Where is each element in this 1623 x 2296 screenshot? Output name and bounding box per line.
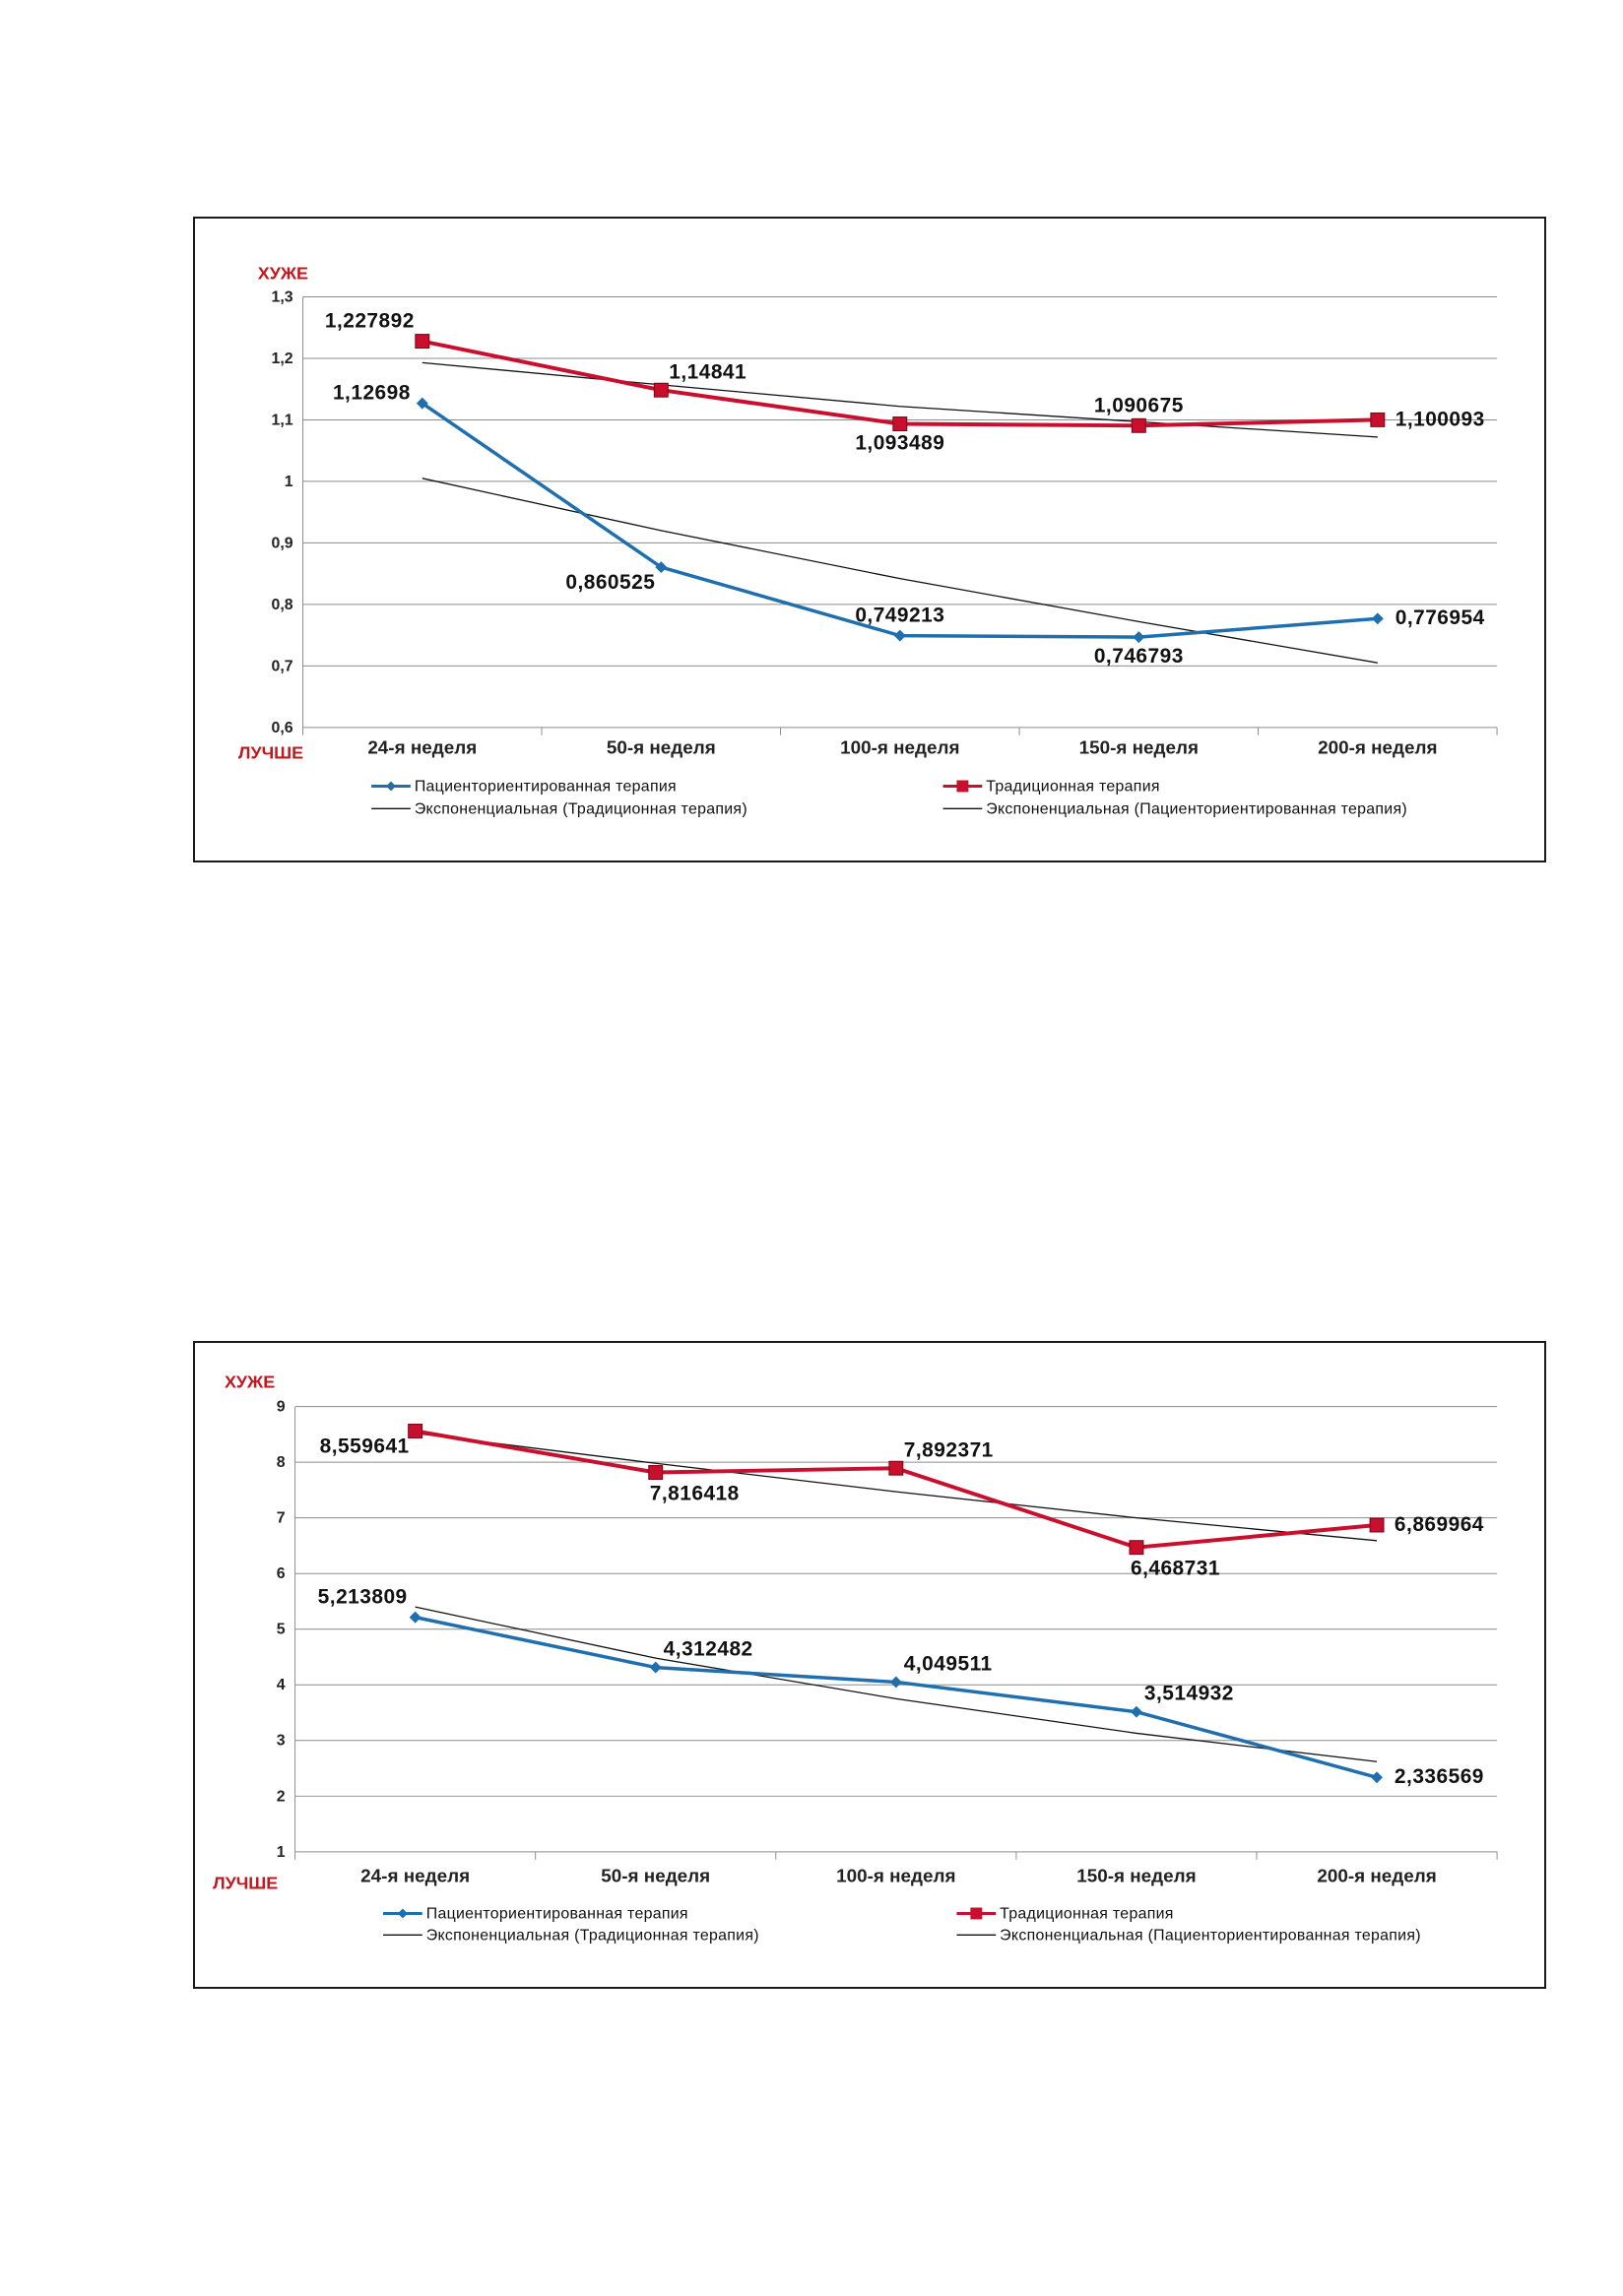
data-point-patient bbox=[1133, 631, 1144, 643]
data-label-patient: 5,213809 bbox=[318, 1586, 408, 1609]
data-point-patient bbox=[1372, 612, 1384, 624]
legend-entry: Пациенториентированная терапия bbox=[415, 778, 677, 795]
chart-1-plot: 0,6 0,7 0,8 0,9 1 1,1 1,2 1,3 24-я неделя 50-я не… bbox=[195, 219, 1544, 861]
data-point-patient bbox=[1131, 1706, 1142, 1718]
y-tick-label: 0,6 bbox=[271, 720, 292, 736]
legend-entry: Экспоненциальная (Пациенториентированная… bbox=[1000, 1927, 1421, 1944]
y-tick-label: 0,7 bbox=[271, 658, 292, 674]
data-label-patient: 4,312482 bbox=[664, 1638, 753, 1661]
data-label-traditional: 7,816418 bbox=[650, 1482, 740, 1504]
better-label: ЛУЧШЕ bbox=[213, 1874, 278, 1893]
y-tick-label: 7 bbox=[277, 1510, 286, 1527]
data-label-patient: 0,749213 bbox=[855, 605, 944, 627]
data-label-traditional: 6,468731 bbox=[1131, 1558, 1220, 1580]
y-tick-label: 2 bbox=[277, 1788, 286, 1805]
data-point-traditional bbox=[889, 1461, 903, 1475]
legend-entry: Экспоненциальная (Традиционная терапия) bbox=[415, 800, 747, 817]
data-label-traditional: 1,227892 bbox=[325, 310, 415, 333]
legend-entry: Экспоненциальная (Традиционная терапия) bbox=[426, 1927, 759, 1944]
y-tick-label: 1 bbox=[277, 1844, 286, 1861]
legend-marker-patient bbox=[386, 781, 396, 791]
data-point-traditional bbox=[649, 1466, 663, 1480]
data-label-patient: 1,12698 bbox=[333, 382, 411, 405]
legend-entry: Традиционная терапия bbox=[1000, 1905, 1174, 1922]
data-label-traditional: 1,100093 bbox=[1396, 408, 1485, 430]
y-tick-label: 6 bbox=[277, 1565, 286, 1582]
legend-entry: Пациенториентированная терапия bbox=[426, 1905, 688, 1922]
data-label-traditional: 6,869964 bbox=[1395, 1513, 1484, 1536]
x-tick-label: 150-я неделя bbox=[1079, 738, 1199, 759]
legend-marker-traditional bbox=[956, 781, 968, 793]
worse-label: ХУЖЕ bbox=[225, 1372, 275, 1392]
data-point-patient bbox=[890, 1676, 902, 1688]
data-label-traditional: 8,559641 bbox=[320, 1435, 410, 1457]
y-tick-label: 0,8 bbox=[271, 597, 292, 613]
data-point-patient bbox=[410, 1612, 422, 1624]
y-tick-label: 4 bbox=[277, 1677, 286, 1693]
y-tick-label: 0,9 bbox=[271, 535, 292, 551]
y-tick-label: 9 bbox=[277, 1399, 286, 1416]
data-point-traditional bbox=[654, 383, 668, 397]
x-tick-label: 50-я неделя bbox=[607, 738, 716, 759]
y-tick-label: 1,1 bbox=[271, 412, 292, 428]
trendline-traditional bbox=[416, 1434, 1377, 1541]
y-tick-label: 3 bbox=[277, 1733, 286, 1750]
data-point-patient bbox=[1371, 1771, 1383, 1783]
legend-entry: Традиционная терапия bbox=[986, 778, 1160, 795]
x-tick-label: 200-я неделя bbox=[1317, 1867, 1436, 1887]
y-tick-label: 1,2 bbox=[271, 351, 292, 367]
x-tick-label: 100-я неделя bbox=[836, 1867, 955, 1887]
x-tick-label: 200-я неделя bbox=[1318, 738, 1437, 759]
chart-2-plot: 1 2 3 4 5 6 7 8 9 24-я неделя 50-я неделя 100-я нед… bbox=[195, 1343, 1544, 1987]
legend-marker-patient bbox=[398, 1908, 408, 1918]
data-point-traditional bbox=[1132, 418, 1145, 432]
y-tick-label: 1 bbox=[285, 474, 293, 490]
y-tick-label: 8 bbox=[277, 1454, 286, 1471]
data-point-traditional bbox=[1130, 1541, 1143, 1555]
data-point-traditional bbox=[893, 417, 907, 431]
x-tick-label: 24-я неделя bbox=[367, 738, 477, 759]
data-label-traditional: 7,892371 bbox=[904, 1438, 994, 1461]
y-tick-label: 5 bbox=[277, 1622, 286, 1638]
data-point-patient bbox=[894, 630, 906, 642]
x-tick-label: 50-я неделя bbox=[601, 1867, 710, 1887]
data-label-patient: 0,746793 bbox=[1094, 645, 1184, 668]
x-tick-label: 100-я неделя bbox=[840, 738, 959, 759]
data-label-traditional: 1,14841 bbox=[669, 360, 747, 383]
data-label-patient: 0,776954 bbox=[1396, 606, 1485, 629]
data-label-patient: 4,049511 bbox=[904, 1653, 993, 1676]
better-label: ЛУЧШЕ bbox=[238, 743, 303, 763]
series-line-traditional bbox=[416, 1431, 1377, 1547]
data-label-patient: 2,336569 bbox=[1395, 1765, 1484, 1788]
x-tick-label: 24-я неделя bbox=[360, 1867, 470, 1887]
y-tick-label: 1,3 bbox=[271, 288, 292, 305]
x-tick-label: 150-я неделя bbox=[1076, 1867, 1196, 1887]
data-point-traditional bbox=[1370, 1518, 1384, 1532]
chart-2: 1 2 3 4 5 6 7 8 9 24-я неделя 50-я неделя 100-я нед… bbox=[193, 1341, 1546, 1989]
data-label-traditional: 1,093489 bbox=[855, 431, 944, 454]
data-point-traditional bbox=[1371, 413, 1385, 426]
data-label-patient: 0,860525 bbox=[565, 571, 655, 594]
data-point-patient bbox=[650, 1662, 662, 1674]
data-label-patient: 3,514932 bbox=[1144, 1683, 1234, 1705]
legend-entry: Экспоненциальная (Пациенториентированная… bbox=[986, 800, 1407, 817]
data-point-traditional bbox=[416, 335, 429, 349]
worse-label: ХУЖЕ bbox=[258, 264, 308, 284]
series-line-traditional bbox=[422, 342, 1378, 426]
data-point-traditional bbox=[409, 1425, 422, 1438]
chart-1: 0,6 0,7 0,8 0,9 1 1,1 1,2 1,3 24-я неделя 50-я не… bbox=[193, 217, 1546, 862]
data-label-traditional: 1,090675 bbox=[1094, 394, 1184, 416]
legend-marker-traditional bbox=[970, 1907, 982, 1919]
